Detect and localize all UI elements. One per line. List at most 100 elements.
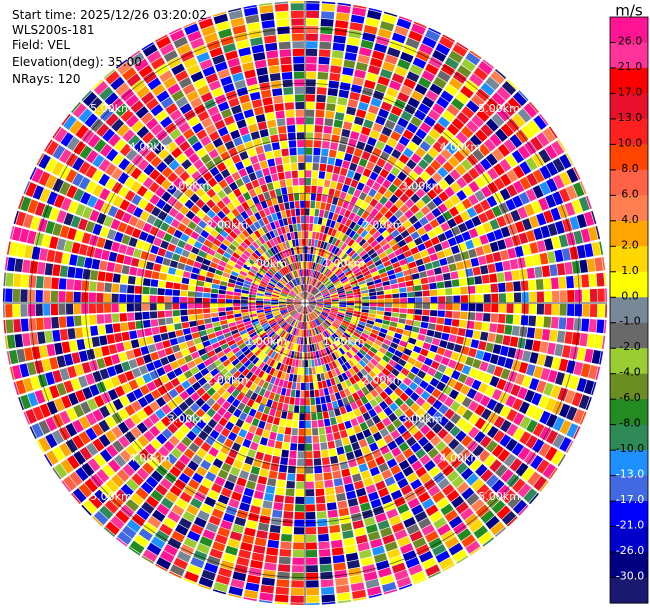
velocity-cell xyxy=(256,298,264,301)
velocity-cell xyxy=(307,306,312,312)
velocity-cell xyxy=(360,286,368,291)
velocity-cell xyxy=(278,280,286,287)
velocity-cell xyxy=(328,314,336,319)
velocity-cell xyxy=(279,297,287,300)
velocity-cell xyxy=(280,259,286,267)
velocity-cell xyxy=(361,306,370,310)
velocity-cell xyxy=(274,344,281,352)
velocity-cell xyxy=(294,299,302,302)
velocity-cell xyxy=(307,295,314,301)
velocity-cell xyxy=(285,315,292,322)
velocity-cell xyxy=(334,268,342,275)
velocity-cell xyxy=(340,263,347,270)
velocity-cell xyxy=(300,292,304,300)
velocity-cell xyxy=(256,309,264,313)
velocity-cell xyxy=(255,260,263,267)
velocity-cell xyxy=(277,281,285,288)
velocity-cell xyxy=(280,293,288,297)
velocity-cell xyxy=(290,343,294,351)
velocity-cell xyxy=(327,346,334,354)
velocity-cell xyxy=(365,323,374,329)
velocity-cell xyxy=(271,299,279,302)
velocity-cell xyxy=(273,312,281,317)
velocity-cell xyxy=(348,274,356,281)
velocity-cell xyxy=(294,301,302,303)
velocity-cell xyxy=(302,306,305,314)
velocity-cell xyxy=(256,305,264,308)
velocity-cell xyxy=(361,296,370,300)
velocity-cell xyxy=(328,287,336,292)
velocity-cell xyxy=(321,311,329,317)
velocity-cell xyxy=(332,278,340,285)
velocity-cell xyxy=(331,297,339,301)
velocity-cell xyxy=(269,320,277,326)
velocity-cell xyxy=(274,326,281,333)
velocity-cell xyxy=(318,325,324,333)
velocity-cell xyxy=(287,256,292,264)
velocity-cell xyxy=(312,320,317,327)
velocity-cell xyxy=(311,254,315,262)
velocity-cell xyxy=(279,307,287,310)
velocity-cell xyxy=(286,325,292,333)
velocity-cell xyxy=(329,289,337,294)
velocity-cell xyxy=(307,254,310,262)
velocity-cell xyxy=(294,300,302,303)
velocity-cell xyxy=(319,265,324,273)
velocity-cell xyxy=(328,272,335,279)
velocity-cell xyxy=(319,333,324,341)
velocity-cell xyxy=(319,324,325,332)
velocity-cell xyxy=(307,284,310,292)
velocity-cell xyxy=(318,273,324,281)
velocity-cell xyxy=(331,360,338,369)
velocity-cell xyxy=(324,259,330,267)
velocity-cell xyxy=(303,329,305,337)
velocity-cell xyxy=(335,317,343,322)
velocity-cell xyxy=(291,279,297,287)
velocity-cell xyxy=(308,297,315,301)
velocity-cell xyxy=(353,268,361,275)
velocity-cell xyxy=(275,316,283,322)
velocity-cell xyxy=(271,301,279,303)
velocity-cell xyxy=(273,352,279,361)
velocity-cell xyxy=(265,338,272,345)
velocity-cell xyxy=(245,277,253,283)
velocity-cell xyxy=(330,310,338,314)
velocity-cell xyxy=(330,275,338,282)
velocity-cell xyxy=(342,280,350,286)
velocity-cell xyxy=(305,306,307,314)
velocity-cell xyxy=(320,357,325,365)
velocity-cell xyxy=(298,359,302,368)
velocity-cell xyxy=(298,329,301,337)
velocity-cell xyxy=(301,269,304,277)
velocity-cell xyxy=(313,319,319,327)
velocity-cell xyxy=(345,311,353,316)
velocity-cell xyxy=(307,269,311,277)
velocity-cell xyxy=(279,243,285,251)
velocity-cell xyxy=(257,314,265,318)
colorbar-tick-label: 10.0 xyxy=(618,136,643,149)
velocity-cell xyxy=(320,266,326,274)
velocity-cell xyxy=(272,324,280,331)
velocity-cell xyxy=(298,321,301,329)
colorbar-tick-label: -6.0 xyxy=(619,391,640,404)
velocity-cell xyxy=(267,339,274,347)
velocity-cell xyxy=(308,285,312,293)
velocity-cell xyxy=(271,323,279,329)
velocity-cell xyxy=(261,322,269,328)
velocity-cell xyxy=(316,298,324,301)
velocity-cell xyxy=(297,254,301,262)
velocity-cell xyxy=(328,354,334,362)
velocity-cell xyxy=(294,299,302,302)
velocity-cell xyxy=(343,343,351,351)
velocity-cell xyxy=(351,334,359,341)
velocity-cell xyxy=(271,305,279,309)
velocity-cell xyxy=(338,294,346,298)
velocity-cell xyxy=(290,290,297,296)
velocity-cell xyxy=(313,343,318,351)
velocity-cell xyxy=(345,341,353,349)
velocity-cell xyxy=(263,336,270,343)
colorbar-tick-label: 21.0 xyxy=(618,60,643,73)
velocity-cell xyxy=(343,353,350,361)
velocity-cell xyxy=(271,307,279,310)
velocity-cell xyxy=(349,277,357,283)
